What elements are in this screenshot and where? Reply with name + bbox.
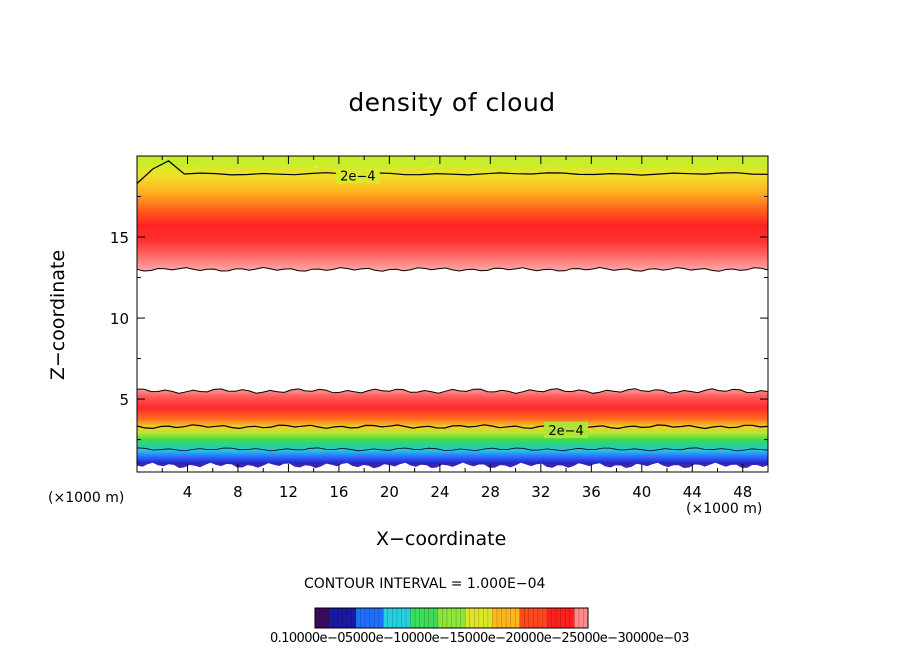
- colorbar-segment: [396, 608, 402, 628]
- colorbar-segment: [392, 608, 398, 628]
- colorbar-segment: [583, 608, 589, 628]
- x-tick-label: 16: [329, 483, 348, 501]
- colorbar-segment: [569, 608, 575, 628]
- colorbar-segment: [506, 608, 511, 628]
- lower-top-contour: [137, 388, 769, 394]
- colorbar-segment: [474, 608, 480, 628]
- colorbar-segment: [387, 608, 393, 628]
- x-axis-unit-left: (×1000 m): [48, 490, 125, 506]
- colorbar-segment: [560, 608, 566, 628]
- x-tick-label: 44: [683, 483, 702, 501]
- colorbar-segment: [315, 608, 320, 628]
- lower-cloud-layer: [137, 388, 768, 469]
- plot-frame: [136, 155, 769, 473]
- y-tick-label: 5: [119, 391, 129, 409]
- x-tick-label: 12: [279, 483, 298, 501]
- colorbar-segment: [524, 608, 530, 628]
- colorbar-segment: [319, 608, 325, 628]
- colorbar-segment: [460, 608, 466, 628]
- colorbar-segment: [487, 608, 493, 628]
- colorbar-segment: [428, 608, 434, 628]
- colorbar-segment: [515, 608, 521, 628]
- colorbar-segment: [433, 608, 439, 628]
- x-tick-label: 8: [233, 483, 243, 501]
- colorbar-segment: [342, 608, 348, 628]
- colorbar-frame: [314, 607, 589, 629]
- colorbar-segment: [519, 608, 525, 628]
- colorbar-segment: [578, 608, 584, 628]
- colorbar-segment: [497, 608, 502, 628]
- colorbar-segment: [401, 608, 407, 628]
- colorbar-segment: [437, 608, 443, 628]
- colorbar-segment: [537, 608, 543, 628]
- colorbar-segment: [451, 608, 457, 628]
- x-tick-label: 36: [582, 483, 601, 501]
- upper-layer-cap: [137, 156, 768, 167]
- colorbar-labels: 0.10000e−05000e−10000e−15000e−20000e−250…: [270, 631, 689, 646]
- contour-label: 2e−4: [340, 169, 375, 184]
- colorbar-segment: [478, 608, 484, 628]
- x-tick-label: 28: [481, 483, 500, 501]
- colorbar-segment: [528, 608, 534, 628]
- x-axis-label: X−coordinate: [376, 528, 507, 550]
- colorbar-segment: [415, 608, 420, 628]
- colorbar-segment: [547, 608, 552, 628]
- x-tick-label: 4: [183, 483, 193, 501]
- contour-label-bg: [335, 167, 380, 184]
- colorbar-segment: [542, 608, 548, 628]
- colorbar-segment: [465, 608, 470, 628]
- y-tick-label: 15: [110, 229, 129, 247]
- contour-line-lower-2e4: [136, 424, 769, 430]
- colorbar-segment: [501, 608, 507, 628]
- colorbar-segment: [337, 608, 343, 628]
- colorbar-segment: [469, 608, 475, 628]
- chart-title: density of cloud: [348, 88, 556, 117]
- colorbar-segment: [456, 608, 461, 628]
- colorbar-segment: [324, 608, 329, 628]
- colorbar-segment: [369, 608, 375, 628]
- upper-cloud-layer: [137, 162, 768, 272]
- x-tick-label: 20: [380, 483, 399, 501]
- colorbar-segment: [360, 608, 366, 628]
- colorbar-segment: [442, 608, 448, 628]
- contour-label-bg: [544, 421, 589, 438]
- contour-line-upper-2e4: [136, 160, 769, 184]
- colorbar-segment: [551, 608, 557, 628]
- colorbar-segment: [374, 608, 379, 628]
- x-tick-label: 40: [632, 483, 651, 501]
- colorbar-segment: [328, 608, 334, 628]
- colorbar-segment: [574, 608, 580, 628]
- y-tick-label: 10: [110, 310, 129, 328]
- contour-label: 2e−4: [548, 424, 583, 439]
- upper-bottom-contour: [136, 266, 769, 272]
- colorbar-segment: [410, 608, 416, 628]
- colorbar-segment: [565, 608, 571, 628]
- x-tick-label: 24: [430, 483, 449, 501]
- colorbar-segment: [406, 608, 411, 628]
- x-axis-unit-right: (×1000 m): [686, 501, 763, 517]
- contour-interval-text: CONTOUR INTERVAL = 1.000E−04: [304, 576, 546, 592]
- colorbar-segment: [492, 608, 498, 628]
- x-tick-label: 32: [531, 483, 550, 501]
- colorbar-segment: [365, 608, 370, 628]
- colorbar-segment: [483, 608, 489, 628]
- x-tick-label: 48: [733, 483, 752, 501]
- colorbar-segment: [333, 608, 339, 628]
- colorbar-segment: [378, 608, 384, 628]
- colorbar-segment: [510, 608, 516, 628]
- colorbar-segment: [533, 608, 539, 628]
- colorbar-segment: [556, 608, 561, 628]
- colorbar-segment: [446, 608, 452, 628]
- colorbar-segment: [351, 608, 357, 628]
- colorbar-segment: [355, 608, 361, 628]
- colorbar-segment: [346, 608, 352, 628]
- contour-line-lower-inner: [136, 447, 769, 452]
- y-axis-label: Z−coordinate: [47, 249, 69, 381]
- colorbar-segment: [419, 608, 425, 628]
- colorbar-segment: [424, 608, 430, 628]
- colorbar-segment: [383, 608, 389, 628]
